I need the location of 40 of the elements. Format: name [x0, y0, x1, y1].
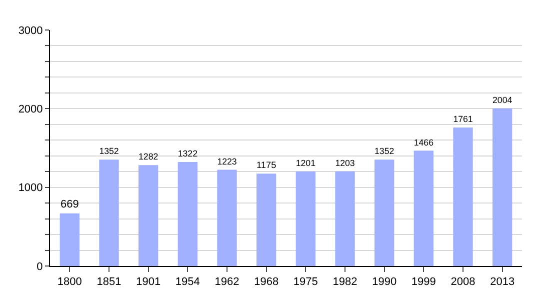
bar [178, 162, 198, 266]
y-tick-label: 2000 [18, 104, 43, 116]
data-label: 1282 [138, 152, 158, 162]
x-tick-label: 1851 [96, 276, 122, 288]
data-label: 1203 [335, 158, 355, 168]
y-tick-label: 1000 [18, 182, 43, 194]
bar [335, 171, 355, 266]
data-label: 1322 [178, 148, 198, 159]
data-label: 1466 [414, 137, 434, 148]
x-tick-label: 2008 [450, 276, 476, 288]
data-label: 1175 [256, 160, 276, 170]
bar [60, 213, 80, 266]
x-tick-label: 1800 [57, 276, 82, 288]
bar [138, 165, 158, 266]
x-tick-label: 1990 [372, 276, 397, 288]
bar [414, 150, 434, 266]
x-tick-label: 1901 [136, 276, 161, 288]
bar [217, 170, 237, 266]
bar [99, 160, 119, 266]
y-tick-label: 0 [36, 260, 43, 273]
x-tick-label: 1962 [214, 276, 240, 288]
bar [492, 108, 512, 266]
data-label: 669 [60, 198, 79, 210]
x-tick-label: 1968 [254, 276, 279, 288]
data-label: 1761 [453, 114, 473, 124]
bar [374, 160, 394, 266]
bar [296, 172, 316, 266]
data-label: 2004 [492, 94, 512, 105]
data-label: 1352 [374, 146, 394, 156]
x-tick-label: 1975 [293, 276, 318, 288]
x-tick-label: 1999 [411, 276, 436, 288]
x-tick-label: 2013 [490, 276, 515, 288]
data-label: 1223 [217, 156, 237, 166]
bar [453, 127, 473, 266]
bar [256, 174, 276, 266]
x-tick-label: 1954 [175, 276, 200, 288]
x-tick-label: 1982 [332, 276, 358, 288]
y-tick-label: 3000 [18, 24, 43, 37]
data-label: 1352 [99, 146, 119, 156]
data-label: 1201 [296, 158, 316, 168]
